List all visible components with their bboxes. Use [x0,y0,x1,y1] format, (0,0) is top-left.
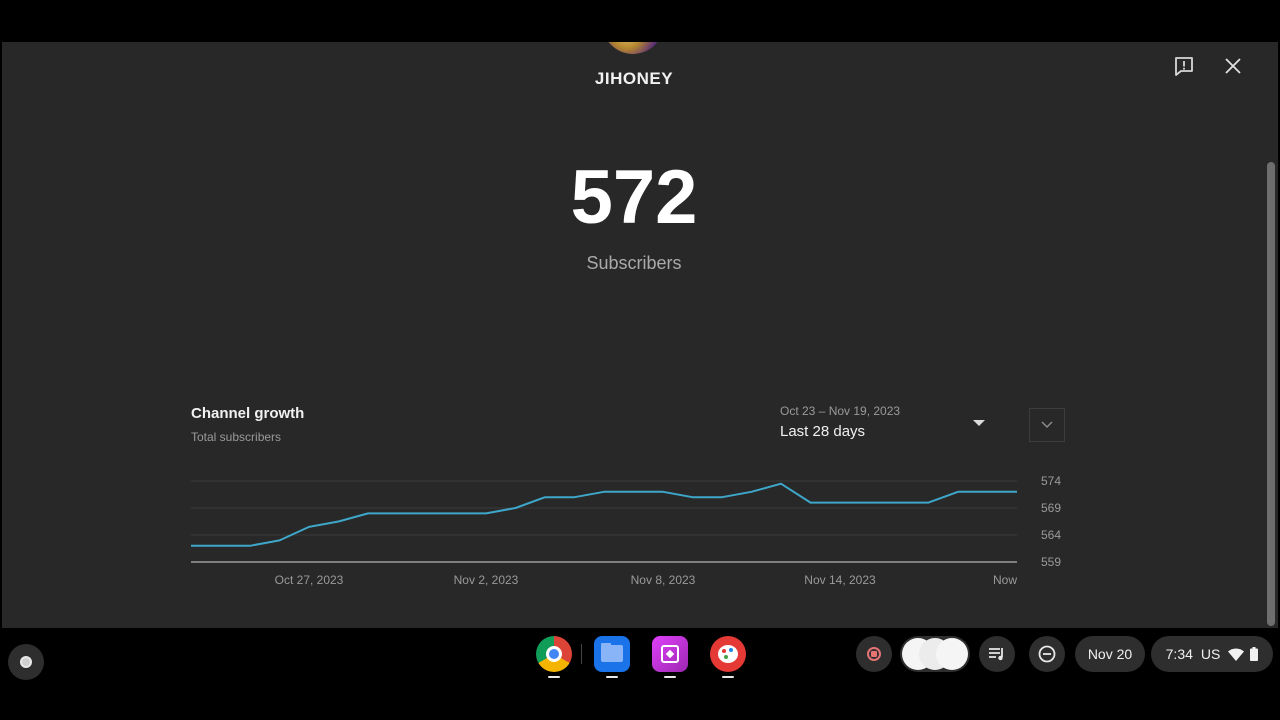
wifi-icon [1228,648,1245,661]
subscriber-count: 572 [570,155,698,240]
subscriber-label: Subscribers [586,253,682,273]
feedback-icon[interactable] [1170,53,1198,81]
holding-space-tray[interactable] [900,636,970,672]
media-controls-button[interactable] [979,636,1015,672]
date-tray[interactable]: Nov 20 [1075,636,1145,672]
x-tick-label: Nov 2, 2023 [454,573,519,587]
shelf-locale: US [1200,646,1221,662]
y-tick-label: 559 [1041,555,1061,569]
status-tray[interactable]: 7:34 US [1151,636,1273,672]
chevron-down-icon [1041,421,1053,429]
channel-name: JIHONEY [594,69,674,88]
chromeos-shelf: Nov 20 7:34 US [0,628,1280,680]
analytics-window: JIHONEY 572 Subscribers Channel growth T… [2,42,1278,628]
expand-chart-button[interactable] [1029,408,1065,442]
y-tick-label: 569 [1041,501,1061,515]
x-tick-label: Nov 14, 2023 [804,573,876,587]
x-tick-label: Oct 27, 2023 [275,573,344,587]
files-icon[interactable] [594,636,630,678]
shelf-divider [581,644,582,664]
x-tick-label: Now [993,573,1017,587]
app-store-icon[interactable] [652,636,688,678]
battery-icon [1250,647,1259,661]
do-not-disturb-icon [1038,645,1056,663]
chart-title: Channel growth [191,405,305,422]
launcher-button[interactable] [8,644,44,680]
date-range: Oct 23 – Nov 19, 2023 [780,404,901,418]
y-tick-label: 564 [1041,528,1061,542]
record-icon [867,647,881,661]
paint-icon[interactable] [710,636,746,678]
dropdown-caret-icon[interactable] [973,420,985,426]
series-line-subscribers[interactable] [191,482,1017,547]
subscriber-chart: 574 569 564 559 Oct 27, 2023 Nov 2, 2023 Nov 8… [191,474,1061,587]
scrollbar[interactable] [1267,162,1275,626]
chart-subtitle: Total subscribers [191,430,282,444]
range-selector[interactable]: Last 28 days [780,423,866,440]
close-icon[interactable] [1219,52,1247,80]
launcher-icon [20,656,32,668]
shelf-time: 7:34 [1165,646,1193,662]
y-tick-label: 574 [1041,474,1061,488]
shelf-date: Nov 20 [1087,646,1133,662]
x-tick-label: Nov 8, 2023 [631,573,696,587]
do-not-disturb-button[interactable] [1029,636,1065,672]
playlist-icon [989,648,1003,661]
chrome-icon[interactable] [536,636,572,678]
screen-record-button[interactable] [856,636,892,672]
